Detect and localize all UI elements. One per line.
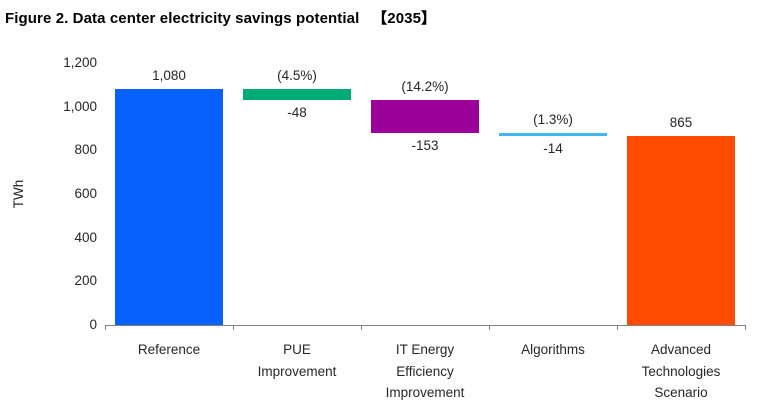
bar-advanced-technologies-scenario xyxy=(627,136,735,325)
y-tick-label: 1,200 xyxy=(63,55,97,70)
y-tick-label: 0 xyxy=(89,317,97,332)
bar-value-label-above: (14.2%) xyxy=(401,78,449,94)
category-label-text: Reference xyxy=(137,342,201,357)
x-axis-tick xyxy=(745,325,746,330)
bar-value-label-below: -48 xyxy=(287,104,307,120)
y-tick-label: 600 xyxy=(74,186,97,201)
x-axis-tick xyxy=(489,325,490,330)
bar-algorithms xyxy=(499,133,607,137)
y-axis-label: TWh xyxy=(11,179,26,209)
x-axis-tick xyxy=(617,325,618,330)
bar-value-label-above: (4.5%) xyxy=(277,68,317,84)
category-label-reference: Reference xyxy=(105,339,233,361)
x-axis-tick xyxy=(105,325,106,330)
category-label-text: PUE Improvement xyxy=(257,342,337,379)
category-label-text: Advanced Technologies Scenario xyxy=(641,342,721,401)
category-label-text: IT Energy Efficiency Improvement xyxy=(385,342,465,401)
bar-value-label-above: (1.3%) xyxy=(533,112,573,128)
bar-reference xyxy=(115,89,223,325)
plot-area: 1,080 (4.5%) -48 (14.2%) -153 (1.3%) -14 865 xyxy=(105,63,745,325)
bar-value-label-above: 865 xyxy=(669,115,693,131)
category-label-text: Algorithms xyxy=(521,342,585,357)
y-tick-label: 400 xyxy=(74,229,97,245)
bar-pue-improvement xyxy=(243,89,351,100)
bar-it-energy-efficiency-improvement xyxy=(371,99,479,134)
x-axis-line xyxy=(105,325,746,326)
bar-value-label-below: -153 xyxy=(411,138,439,154)
x-axis-tick xyxy=(233,325,234,330)
category-label-advanced-technologies-scenario: Advanced Technologies Scenario xyxy=(617,339,745,404)
figure-title: Figure 2. Data center electricity saving… xyxy=(5,10,437,27)
y-tick-label: 800 xyxy=(74,142,97,158)
y-tick-label: 200 xyxy=(74,273,97,289)
category-label-algorithms: Algorithms xyxy=(489,339,617,361)
bar-value-label-above: 1,080 xyxy=(152,68,186,84)
bar-value-label-below: -14 xyxy=(543,141,563,157)
y-tick-label: 1,000 xyxy=(63,98,97,114)
x-axis-tick xyxy=(361,325,362,330)
category-label-pue-improvement: PUE Improvement xyxy=(233,339,361,382)
category-label-it-energy-efficiency-improvement: IT Energy Efficiency Improvement xyxy=(361,339,489,404)
